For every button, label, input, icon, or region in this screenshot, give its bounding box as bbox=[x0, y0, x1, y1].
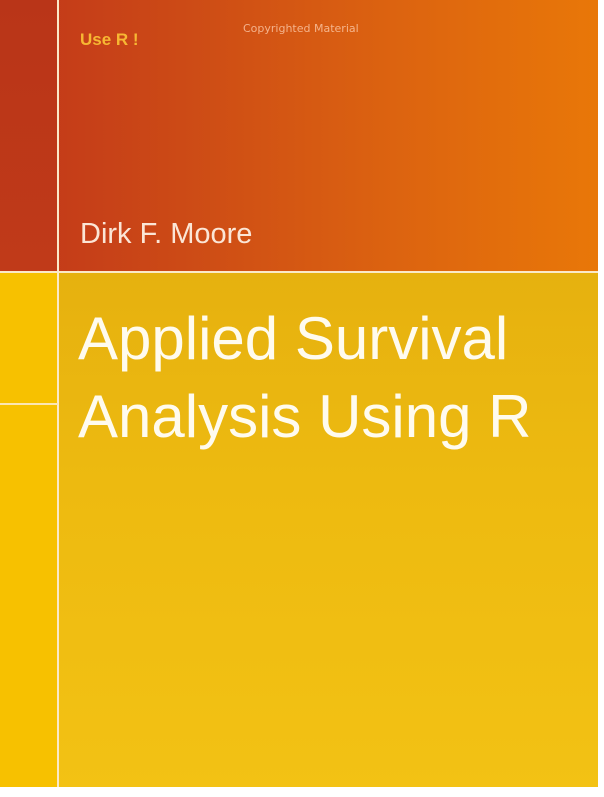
book-title: Applied Survival Analysis Using R bbox=[78, 300, 588, 456]
bottom-page-edge bbox=[0, 787, 604, 797]
short-divider-line bbox=[0, 403, 58, 405]
watermark: Copyrighted Material bbox=[243, 22, 359, 35]
top-color-band bbox=[0, 0, 604, 272]
bottom-left-strip bbox=[0, 272, 57, 797]
top-left-strip bbox=[0, 0, 57, 272]
author-name: Dirk F. Moore bbox=[80, 218, 253, 250]
right-page-edge bbox=[598, 0, 604, 797]
title-line-1: Applied Survival bbox=[78, 305, 509, 372]
title-line-2: Analysis Using R bbox=[78, 383, 532, 450]
series-name: Use R ! bbox=[80, 30, 139, 49]
horizontal-divider-line bbox=[0, 271, 604, 273]
bottom-color-band bbox=[0, 272, 604, 797]
vertical-divider-line bbox=[57, 0, 59, 797]
